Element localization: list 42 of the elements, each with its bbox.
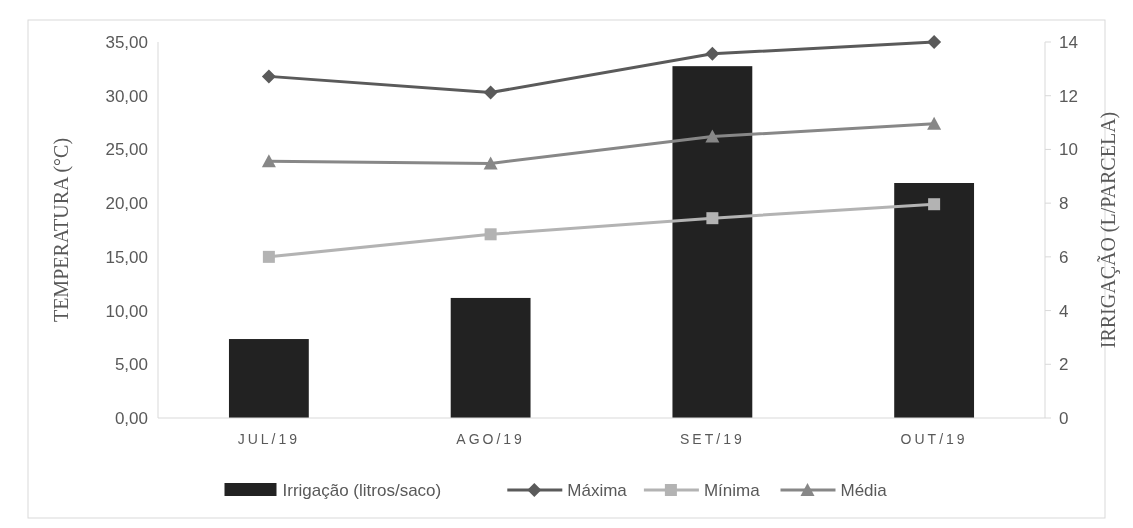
point bbox=[706, 212, 719, 225]
y-tick-label: 5,00 bbox=[114, 355, 148, 375]
y2-tick-label: 0 bbox=[1059, 408, 1069, 428]
x-tick-label: OUT/19 bbox=[900, 431, 968, 447]
y-tick-label: 35,00 bbox=[105, 32, 148, 52]
y-tick-label: 10,00 bbox=[105, 301, 148, 321]
bar bbox=[228, 339, 309, 418]
x-tick-label: AGO/19 bbox=[456, 431, 525, 447]
y2-tick-label: 14 bbox=[1059, 32, 1078, 52]
point bbox=[928, 198, 941, 211]
point bbox=[927, 116, 942, 130]
bar bbox=[894, 183, 975, 418]
y2-tick-label: 4 bbox=[1059, 301, 1069, 321]
y2-tick-label: 10 bbox=[1059, 140, 1078, 160]
point bbox=[705, 46, 720, 61]
bar bbox=[672, 66, 753, 418]
bar bbox=[450, 297, 531, 418]
point bbox=[261, 154, 276, 168]
y-axis-title: TEMPERATURA (°C) bbox=[50, 137, 73, 323]
x-tick-label: JUL/19 bbox=[237, 431, 301, 447]
point bbox=[483, 85, 498, 100]
y-tick-label: 15,00 bbox=[105, 247, 148, 267]
y2-tick-label: 8 bbox=[1059, 194, 1069, 214]
y2-axis-title: IRRIGAÇÃO (L/PARCELA) bbox=[1096, 111, 1120, 349]
y-tick-label: 30,00 bbox=[105, 86, 148, 106]
y-tick-label: 20,00 bbox=[105, 194, 148, 214]
y-tick-label: 0,00 bbox=[114, 408, 148, 428]
x-tick-label: SET/19 bbox=[680, 431, 745, 447]
y2-tick-label: 2 bbox=[1059, 355, 1069, 375]
point bbox=[262, 250, 275, 263]
y-tick-label: 25,00 bbox=[105, 140, 148, 160]
point bbox=[261, 69, 276, 84]
point bbox=[484, 228, 497, 241]
y2-tick-label: 6 bbox=[1059, 247, 1069, 267]
point bbox=[705, 129, 720, 143]
point bbox=[483, 156, 498, 170]
legend-label: Mínima bbox=[703, 480, 761, 500]
legend-label: Máxima bbox=[567, 480, 628, 500]
y2-tick-label: 12 bbox=[1059, 86, 1078, 106]
legend-label: Irrigação (litros/saco) bbox=[282, 480, 442, 500]
legend-label: Média bbox=[840, 480, 888, 500]
point bbox=[927, 35, 942, 49]
